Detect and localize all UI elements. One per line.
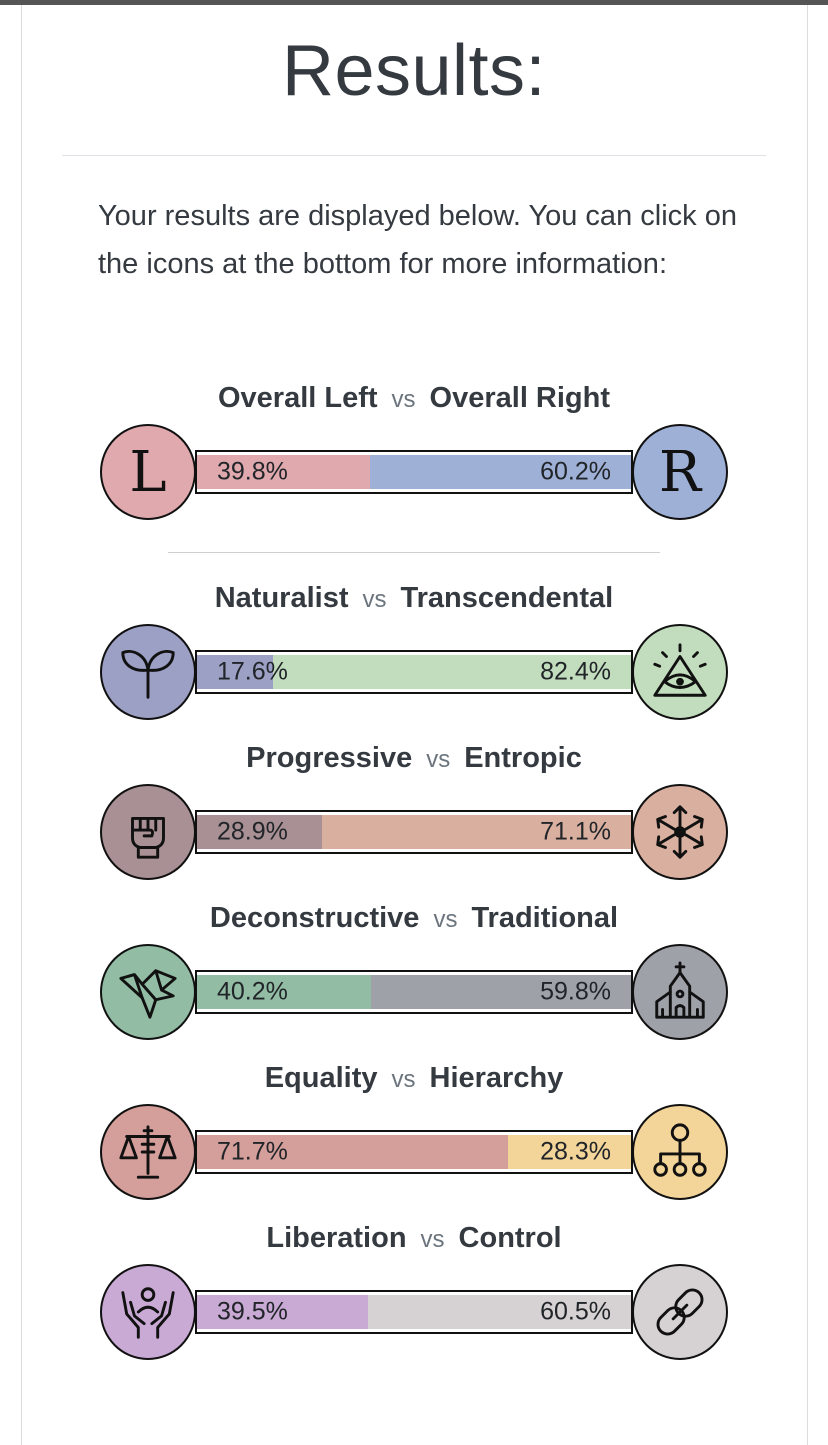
right-label: Hierarchy (429, 1062, 564, 1094)
axis-bar-naturalist: 17.6% 82.4% (100, 624, 728, 724)
right-segment (273, 655, 631, 689)
axis-bar-progressive: 28.9% 71.1% (100, 784, 728, 884)
axis-bar-equality: 71.7% 28.3% (100, 1104, 728, 1204)
right-percent: 28.3% (540, 1137, 611, 1166)
origami-bird-icon[interactable] (100, 944, 196, 1040)
right-label: Entropic (464, 742, 582, 774)
right-segment (369, 455, 631, 489)
left-label: Equality (264, 1062, 378, 1094)
bar-track: 40.2% 59.8% (195, 970, 633, 1014)
axis-label-overall: Overall Left vs Overall Right (0, 382, 828, 415)
overall-bar: 39.8% 60.2% L R (100, 424, 728, 524)
left-label: Naturalist (214, 582, 349, 614)
raised-fist-icon[interactable] (100, 784, 196, 880)
hierarchy-icon[interactable] (632, 1104, 728, 1200)
left-percent: 71.7% (217, 1137, 288, 1166)
chain-link-icon[interactable] (632, 1264, 728, 1360)
vs-label: vs (426, 746, 451, 773)
right-label: Control (458, 1222, 562, 1254)
results-card (21, 5, 808, 1445)
axis-bar-deconstructive: 40.2% 59.8% (100, 944, 728, 1044)
axis-label-equality: Equality vs Hierarchy (0, 1062, 828, 1095)
left-segment (197, 455, 370, 489)
page-title: Results: (281, 31, 547, 111)
scatter-arrows-icon[interactable] (632, 784, 728, 880)
right-label: Transcendental (400, 582, 614, 614)
left-label: Overall Left (217, 382, 378, 414)
axis-label-naturalist: Naturalist vs Transcendental (0, 582, 828, 615)
intro-text: Your results are displayed below. You ca… (98, 200, 737, 280)
section-divider (168, 552, 660, 553)
left-percent: 17.6% (217, 657, 288, 686)
right-segment (322, 815, 631, 849)
letter-r-icon[interactable]: R (632, 424, 728, 520)
letter-l-icon[interactable]: L (100, 424, 196, 520)
left-segment (197, 815, 323, 849)
axis-bar-liberation: 39.5% 60.5% (100, 1264, 728, 1364)
bar-track: 17.6% 82.4% (195, 650, 633, 694)
right-letter: R (658, 439, 702, 505)
title-divider (62, 155, 766, 156)
vs-label: vs (433, 906, 458, 933)
axis-label-liberation: Liberation vs Control (0, 1222, 828, 1255)
right-percent: 60.2% (540, 457, 611, 486)
bar-track: 39.8% 60.2% (195, 450, 633, 494)
open-hands-person-icon[interactable] (100, 1264, 196, 1360)
right-percent: 82.4% (540, 657, 611, 686)
left-percent: 39.8% (217, 457, 288, 486)
right-label: Overall Right (429, 382, 611, 414)
left-segment (197, 1135, 509, 1169)
left-label: Liberation (266, 1222, 407, 1254)
right-segment (368, 1295, 631, 1329)
left-segment (197, 655, 274, 689)
sprout-icon[interactable] (100, 624, 196, 720)
left-percent: 28.9% (217, 817, 288, 846)
vs-label: vs (391, 386, 416, 413)
vs-label: vs (362, 586, 387, 613)
vs-label: vs (391, 1066, 416, 1093)
left-letter: L (129, 439, 167, 505)
bar-track: 28.9% 71.1% (195, 810, 633, 854)
right-percent: 60.5% (540, 1297, 611, 1326)
left-percent: 40.2% (217, 977, 288, 1006)
left-segment (197, 975, 372, 1009)
axis-label-deconstructive: Deconstructive vs Traditional (0, 902, 828, 935)
top-bar (0, 0, 828, 5)
right-segment (371, 975, 631, 1009)
church-icon[interactable] (632, 944, 728, 1040)
left-label: Progressive (246, 742, 413, 774)
bar-track: 71.7% 28.3% (195, 1130, 633, 1174)
bar-track: 39.5% 60.5% (195, 1290, 633, 1334)
vs-label: vs (420, 1226, 445, 1253)
right-label: Traditional (471, 902, 619, 934)
right-segment (508, 1135, 631, 1169)
scales-icon[interactable] (100, 1104, 196, 1200)
all-seeing-eye-icon[interactable] (632, 624, 728, 720)
axis-label-progressive: Progressive vs Entropic (0, 742, 828, 775)
left-percent: 39.5% (217, 1297, 288, 1326)
right-percent: 71.1% (540, 817, 611, 846)
left-segment (197, 1295, 369, 1329)
right-percent: 59.8% (540, 977, 611, 1006)
left-label: Deconstructive (209, 902, 420, 934)
